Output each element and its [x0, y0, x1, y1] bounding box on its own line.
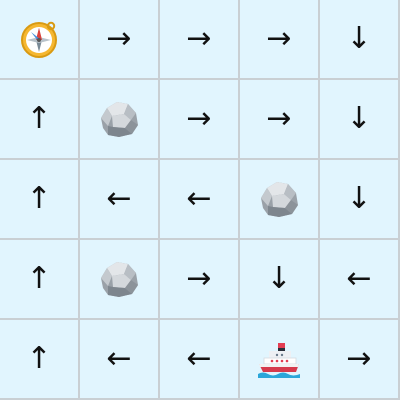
arrow-cell-up[interactable]: ↑ [0, 240, 78, 318]
rock-icon [97, 258, 141, 300]
arrow-cell-up[interactable]: ↑ [0, 320, 78, 398]
arrow-left-icon: ← [186, 181, 212, 216]
arrow-cell-left[interactable]: ← [320, 240, 398, 318]
arrow-cell-up[interactable]: ↑ [0, 80, 78, 158]
rock-obstacle-cell[interactable] [240, 160, 318, 238]
arrow-left-icon: ← [346, 261, 372, 296]
arrow-up-icon: ↑ [26, 101, 52, 136]
arrow-cell-right[interactable]: → [80, 0, 158, 78]
arrow-up-icon: ↑ [26, 341, 52, 376]
arrow-down-icon: ↓ [346, 21, 372, 56]
start-compass-cell[interactable] [0, 0, 78, 78]
arrow-down-icon: ↓ [346, 101, 372, 136]
arrow-right-icon: → [346, 341, 372, 376]
arrow-cell-down[interactable]: ↓ [240, 240, 318, 318]
compass-icon [18, 18, 60, 60]
arrow-cell-left[interactable]: ← [80, 160, 158, 238]
arrow-right-icon: → [106, 21, 132, 56]
arrow-down-icon: ↓ [266, 261, 292, 296]
arrow-cell-left[interactable]: ← [160, 320, 238, 398]
arrow-left-icon: ← [186, 341, 212, 376]
arrow-left-icon: ← [106, 341, 132, 376]
rock-obstacle-cell[interactable] [80, 240, 158, 318]
goal-ship-cell[interactable] [240, 320, 318, 398]
arrow-cell-left[interactable]: ← [80, 320, 158, 398]
arrow-up-icon: ↑ [26, 181, 52, 216]
arrow-cell-left[interactable]: ← [160, 160, 238, 238]
arrow-cell-down[interactable]: ↓ [320, 80, 398, 158]
ship-icon [256, 338, 302, 380]
arrow-cell-right[interactable]: → [240, 80, 318, 158]
arrow-cell-right[interactable]: → [160, 80, 238, 158]
rock-obstacle-cell[interactable] [80, 80, 158, 158]
arrow-cell-right[interactable]: → [320, 320, 398, 398]
arrow-cell-right[interactable]: → [160, 0, 238, 78]
arrow-cell-up[interactable]: ↑ [0, 160, 78, 238]
arrow-right-icon: → [266, 101, 292, 136]
arrow-right-icon: → [186, 261, 212, 296]
arrow-right-icon: → [186, 21, 212, 56]
arrow-up-icon: ↑ [26, 261, 52, 296]
arrow-right-icon: → [186, 101, 212, 136]
arrow-cell-down[interactable]: ↓ [320, 0, 398, 78]
arrow-cell-right[interactable]: → [160, 240, 238, 318]
arrow-left-icon: ← [106, 181, 132, 216]
arrow-cell-down[interactable]: ↓ [320, 160, 398, 238]
arrow-down-icon: ↓ [346, 181, 372, 216]
rock-icon [97, 98, 141, 140]
arrow-cell-right[interactable]: → [240, 0, 318, 78]
rock-icon [257, 178, 301, 220]
arrow-right-icon: → [266, 21, 292, 56]
